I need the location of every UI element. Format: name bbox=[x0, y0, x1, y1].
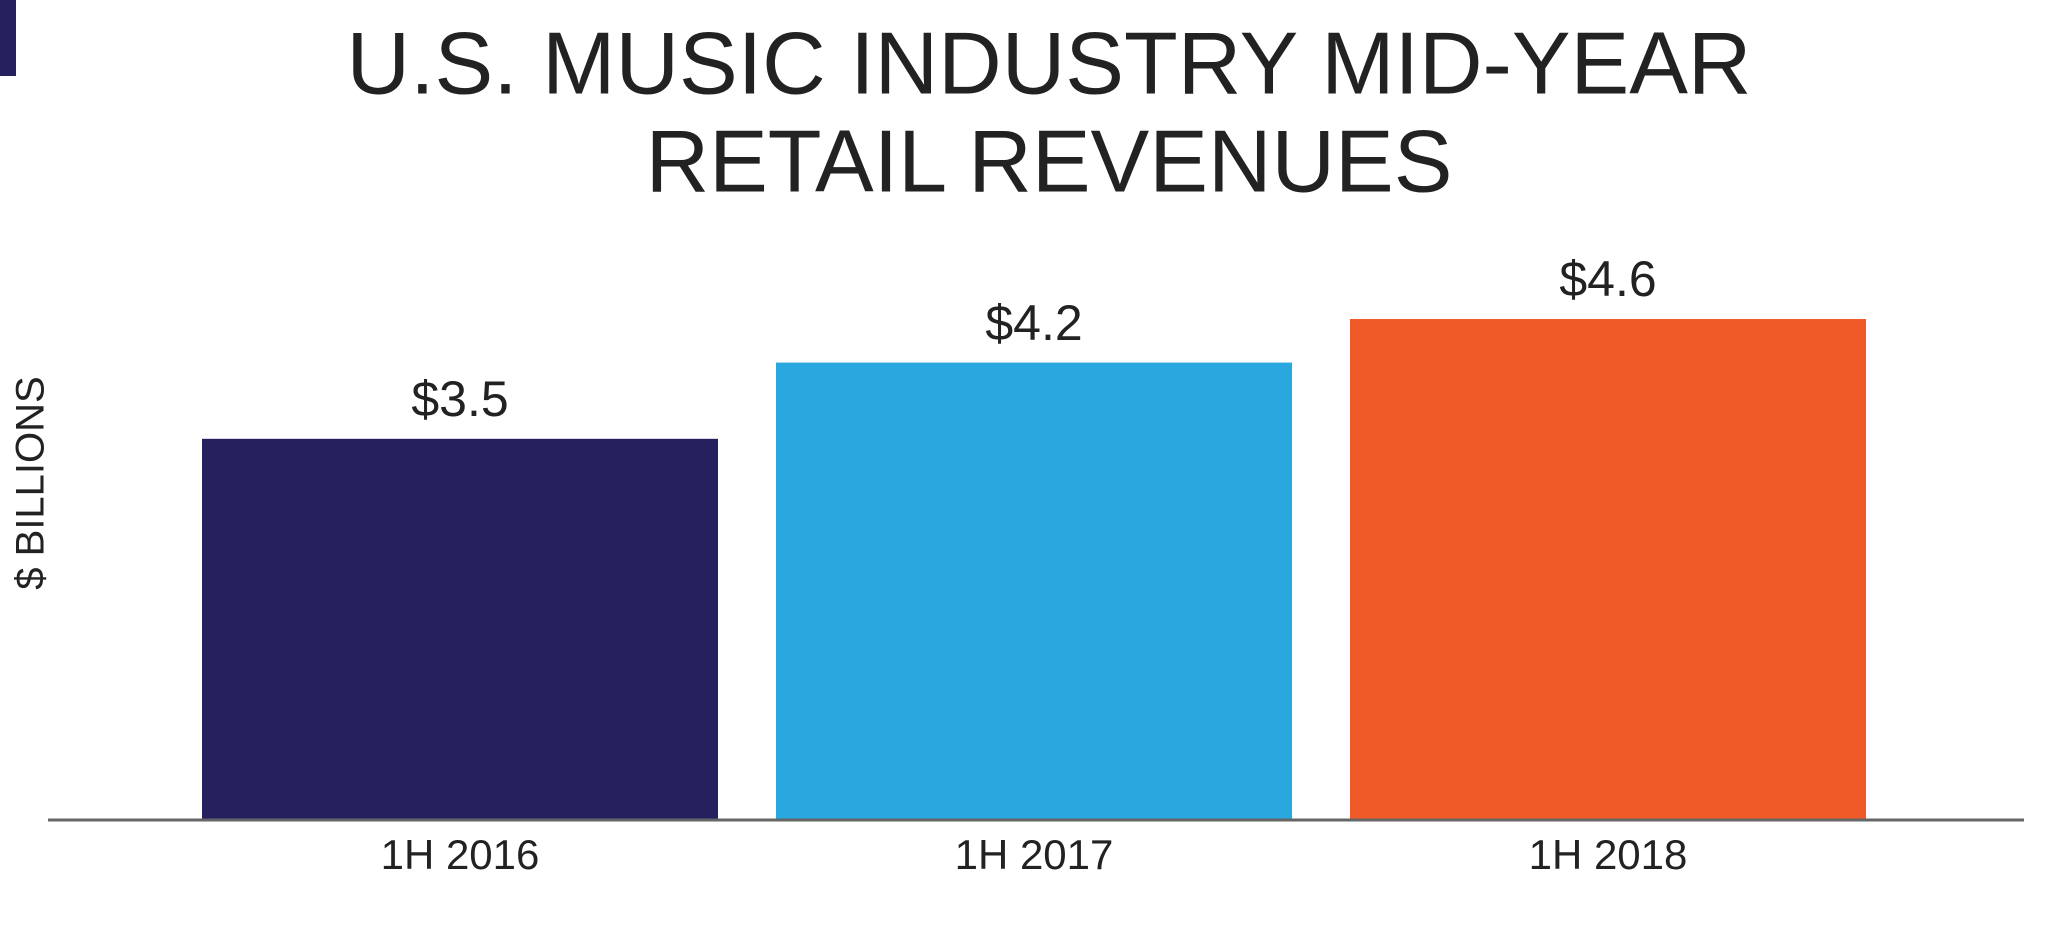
x-tick-label: 1H 2018 bbox=[1529, 831, 1688, 878]
y-axis-label: $ BILLIONS bbox=[9, 376, 53, 589]
chart-title: RETAIL REVENUES bbox=[646, 111, 1453, 210]
bar bbox=[202, 438, 718, 820]
bar bbox=[776, 362, 1292, 820]
x-tick-label: 1H 2016 bbox=[381, 831, 540, 878]
corner-accent bbox=[0, 0, 16, 76]
x-tick-label: 1H 2017 bbox=[955, 831, 1114, 878]
value-label: $4.6 bbox=[1559, 251, 1656, 307]
value-label: $3.5 bbox=[411, 371, 508, 427]
chart-title: U.S. MUSIC INDUSTRY MID-YEAR bbox=[347, 13, 1752, 112]
value-label: $4.2 bbox=[985, 295, 1082, 351]
bar bbox=[1350, 319, 1866, 820]
